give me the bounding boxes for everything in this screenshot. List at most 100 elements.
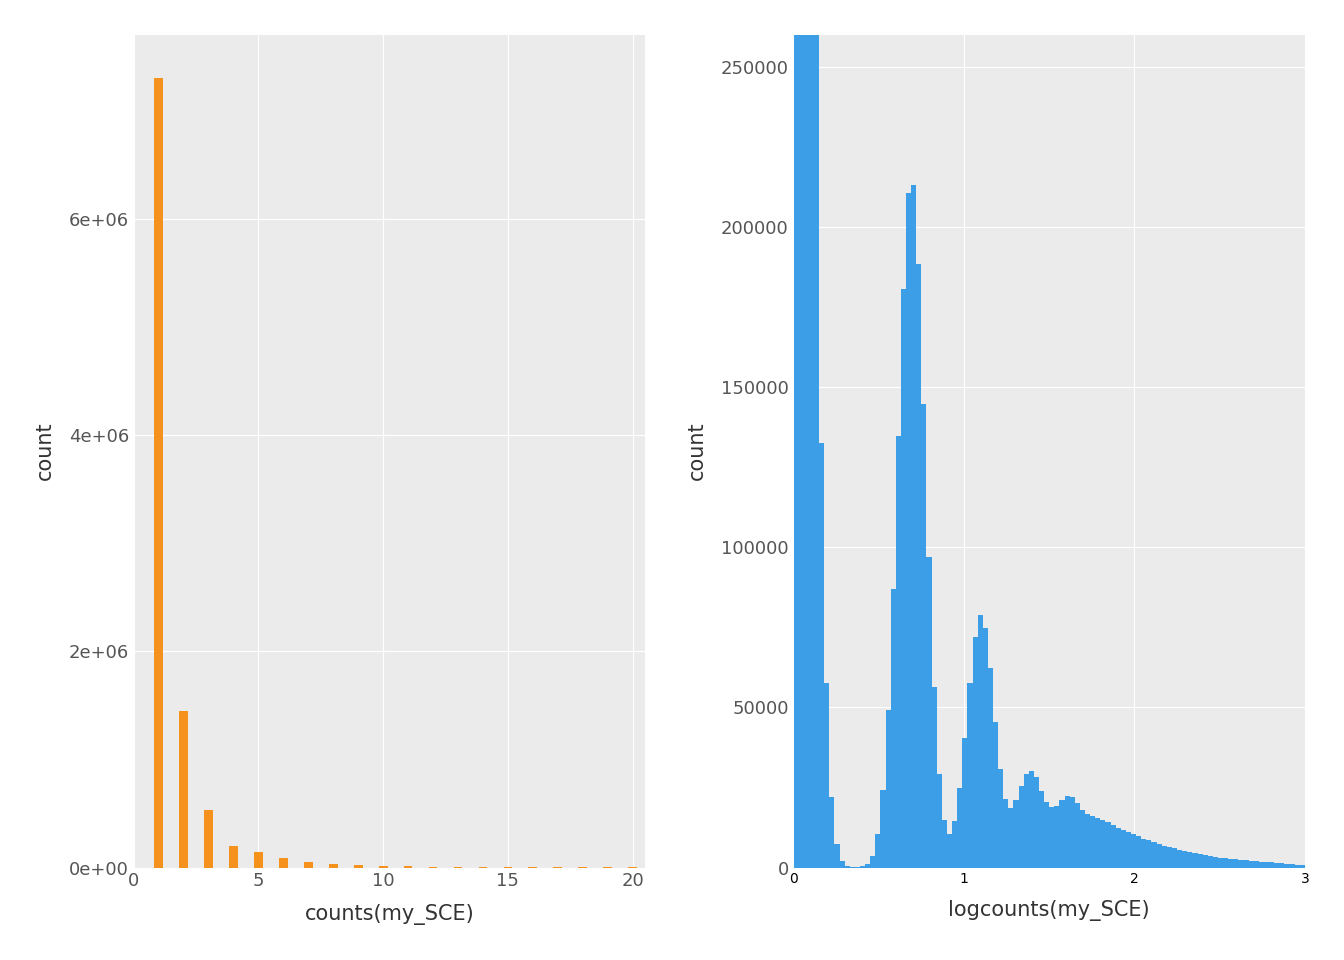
Bar: [1106, 822, 1110, 868]
Bar: [922, 404, 926, 868]
Bar: [1059, 800, 1064, 868]
Bar: [973, 636, 977, 868]
Bar: [875, 834, 880, 868]
Bar: [1101, 820, 1106, 868]
Bar: [906, 193, 911, 868]
Bar: [1044, 803, 1050, 868]
Bar: [1212, 856, 1218, 868]
Bar: [957, 788, 962, 868]
Bar: [1003, 799, 1008, 868]
Bar: [824, 684, 829, 868]
Bar: [1161, 846, 1167, 868]
Bar: [1136, 836, 1141, 868]
Bar: [1132, 834, 1136, 868]
Bar: [1289, 864, 1294, 868]
Bar: [1187, 852, 1192, 868]
Bar: [1259, 861, 1263, 868]
Bar: [353, 865, 363, 868]
Bar: [1085, 814, 1090, 868]
Bar: [304, 861, 313, 868]
Bar: [1228, 858, 1234, 868]
Bar: [860, 866, 866, 868]
Bar: [931, 686, 937, 868]
Bar: [911, 184, 917, 868]
Bar: [1192, 853, 1198, 868]
Bar: [896, 436, 900, 868]
Bar: [942, 820, 948, 868]
Bar: [1218, 857, 1223, 868]
Bar: [948, 833, 952, 868]
Bar: [798, 0, 804, 868]
Bar: [968, 683, 973, 868]
Bar: [1141, 839, 1146, 868]
Bar: [993, 722, 999, 868]
Bar: [937, 774, 942, 868]
Bar: [1039, 791, 1044, 868]
Bar: [1126, 831, 1132, 868]
Bar: [866, 864, 870, 868]
Bar: [1300, 865, 1305, 868]
Bar: [1172, 848, 1177, 868]
Bar: [1274, 863, 1279, 868]
Bar: [962, 738, 968, 868]
Bar: [1008, 808, 1013, 868]
Bar: [952, 822, 957, 868]
Bar: [1223, 858, 1228, 868]
Bar: [900, 289, 906, 868]
X-axis label: logcounts(my_SCE): logcounts(my_SCE): [949, 900, 1150, 922]
Bar: [1198, 854, 1203, 868]
Bar: [1090, 816, 1095, 868]
Bar: [1294, 865, 1300, 868]
Bar: [1146, 840, 1152, 868]
Bar: [818, 444, 824, 868]
Bar: [793, 0, 798, 868]
Bar: [254, 852, 263, 868]
Bar: [835, 845, 840, 868]
Bar: [1269, 862, 1274, 868]
Bar: [1285, 864, 1289, 868]
Bar: [1203, 855, 1208, 868]
Bar: [977, 615, 982, 868]
Bar: [880, 790, 886, 868]
Bar: [1183, 852, 1187, 868]
Bar: [204, 810, 212, 868]
Bar: [1279, 863, 1285, 868]
Bar: [809, 0, 814, 868]
Bar: [1167, 847, 1172, 868]
Bar: [999, 769, 1003, 868]
Bar: [1064, 796, 1070, 868]
Bar: [814, 20, 818, 868]
Bar: [329, 864, 337, 868]
Bar: [1177, 851, 1183, 868]
Bar: [886, 710, 891, 868]
Bar: [917, 264, 922, 868]
Bar: [1208, 856, 1212, 868]
Bar: [1152, 842, 1157, 868]
Bar: [804, 0, 809, 868]
Bar: [1070, 797, 1075, 868]
Bar: [982, 628, 988, 868]
Bar: [1079, 809, 1085, 868]
Bar: [1157, 844, 1161, 868]
Bar: [1013, 801, 1019, 868]
Bar: [1028, 771, 1034, 868]
Bar: [870, 855, 875, 868]
Bar: [1243, 860, 1249, 868]
Y-axis label: count: count: [687, 421, 707, 480]
Bar: [1019, 786, 1024, 868]
Bar: [844, 866, 849, 868]
Bar: [1116, 828, 1121, 868]
Bar: [1249, 860, 1254, 868]
Bar: [379, 866, 387, 868]
Bar: [1121, 829, 1126, 868]
Bar: [1024, 774, 1028, 868]
Bar: [1034, 778, 1039, 868]
Bar: [1234, 859, 1238, 868]
Bar: [1050, 806, 1054, 868]
Bar: [429, 867, 437, 868]
Bar: [1263, 862, 1269, 868]
Bar: [926, 557, 931, 868]
Bar: [179, 710, 188, 868]
X-axis label: counts(my_SCE): counts(my_SCE): [305, 904, 474, 925]
Bar: [988, 668, 993, 868]
